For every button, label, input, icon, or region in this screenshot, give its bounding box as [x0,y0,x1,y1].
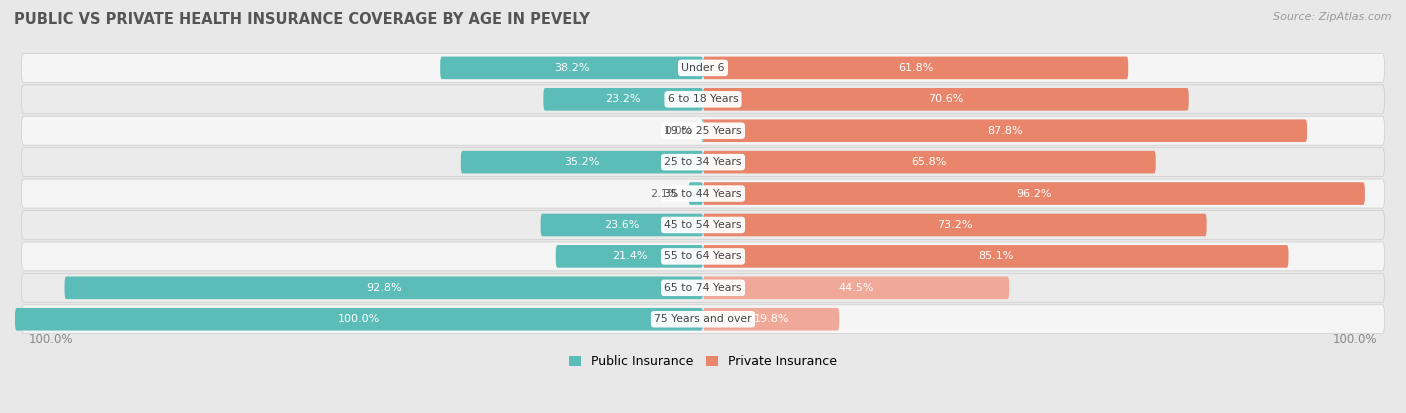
FancyBboxPatch shape [703,57,1128,79]
Text: 73.2%: 73.2% [936,220,973,230]
FancyBboxPatch shape [21,211,1385,240]
Text: 65 to 74 Years: 65 to 74 Years [664,283,742,293]
FancyBboxPatch shape [555,245,703,268]
FancyBboxPatch shape [703,151,1156,173]
FancyBboxPatch shape [703,119,1308,142]
Text: 70.6%: 70.6% [928,94,963,104]
Text: 38.2%: 38.2% [554,63,589,73]
Text: 6 to 18 Years: 6 to 18 Years [668,94,738,104]
FancyBboxPatch shape [15,308,703,330]
Text: 21.4%: 21.4% [612,252,647,261]
FancyBboxPatch shape [21,53,1385,82]
Text: 44.5%: 44.5% [838,283,875,293]
FancyBboxPatch shape [703,214,1206,236]
FancyBboxPatch shape [21,242,1385,271]
FancyBboxPatch shape [541,214,703,236]
FancyBboxPatch shape [703,277,1010,299]
FancyBboxPatch shape [543,88,703,111]
Text: 65.8%: 65.8% [911,157,948,167]
Text: 35.2%: 35.2% [564,157,599,167]
Text: 25 to 34 Years: 25 to 34 Years [664,157,742,167]
FancyBboxPatch shape [21,273,1385,302]
Text: 23.6%: 23.6% [605,220,640,230]
Text: 2.1%: 2.1% [650,189,678,199]
Text: PUBLIC VS PRIVATE HEALTH INSURANCE COVERAGE BY AGE IN PEVELY: PUBLIC VS PRIVATE HEALTH INSURANCE COVER… [14,12,591,27]
Text: Source: ZipAtlas.com: Source: ZipAtlas.com [1274,12,1392,22]
Text: 23.2%: 23.2% [606,94,641,104]
Text: 35 to 44 Years: 35 to 44 Years [664,189,742,199]
FancyBboxPatch shape [703,245,1288,268]
Legend: Public Insurance, Private Insurance: Public Insurance, Private Insurance [568,355,838,368]
FancyBboxPatch shape [21,305,1385,334]
FancyBboxPatch shape [703,308,839,330]
Text: Under 6: Under 6 [682,63,724,73]
Text: 55 to 64 Years: 55 to 64 Years [664,252,742,261]
Text: 92.8%: 92.8% [366,283,402,293]
Text: 100.0%: 100.0% [28,333,73,347]
FancyBboxPatch shape [65,277,703,299]
FancyBboxPatch shape [21,148,1385,177]
Text: 85.1%: 85.1% [979,252,1014,261]
Text: 45 to 54 Years: 45 to 54 Years [664,220,742,230]
Text: 0.0%: 0.0% [665,126,693,136]
FancyBboxPatch shape [703,182,1365,205]
FancyBboxPatch shape [689,182,703,205]
Text: 87.8%: 87.8% [987,126,1022,136]
Text: 75 Years and over: 75 Years and over [654,314,752,324]
Text: 100.0%: 100.0% [1333,333,1378,347]
Text: 19 to 25 Years: 19 to 25 Years [664,126,742,136]
FancyBboxPatch shape [440,57,703,79]
FancyBboxPatch shape [702,119,704,142]
FancyBboxPatch shape [21,85,1385,114]
FancyBboxPatch shape [21,179,1385,208]
FancyBboxPatch shape [21,116,1385,145]
Text: 96.2%: 96.2% [1017,189,1052,199]
Text: 100.0%: 100.0% [337,314,380,324]
FancyBboxPatch shape [703,88,1188,111]
FancyBboxPatch shape [461,151,703,173]
Text: 19.8%: 19.8% [754,314,789,324]
Text: 61.8%: 61.8% [898,63,934,73]
